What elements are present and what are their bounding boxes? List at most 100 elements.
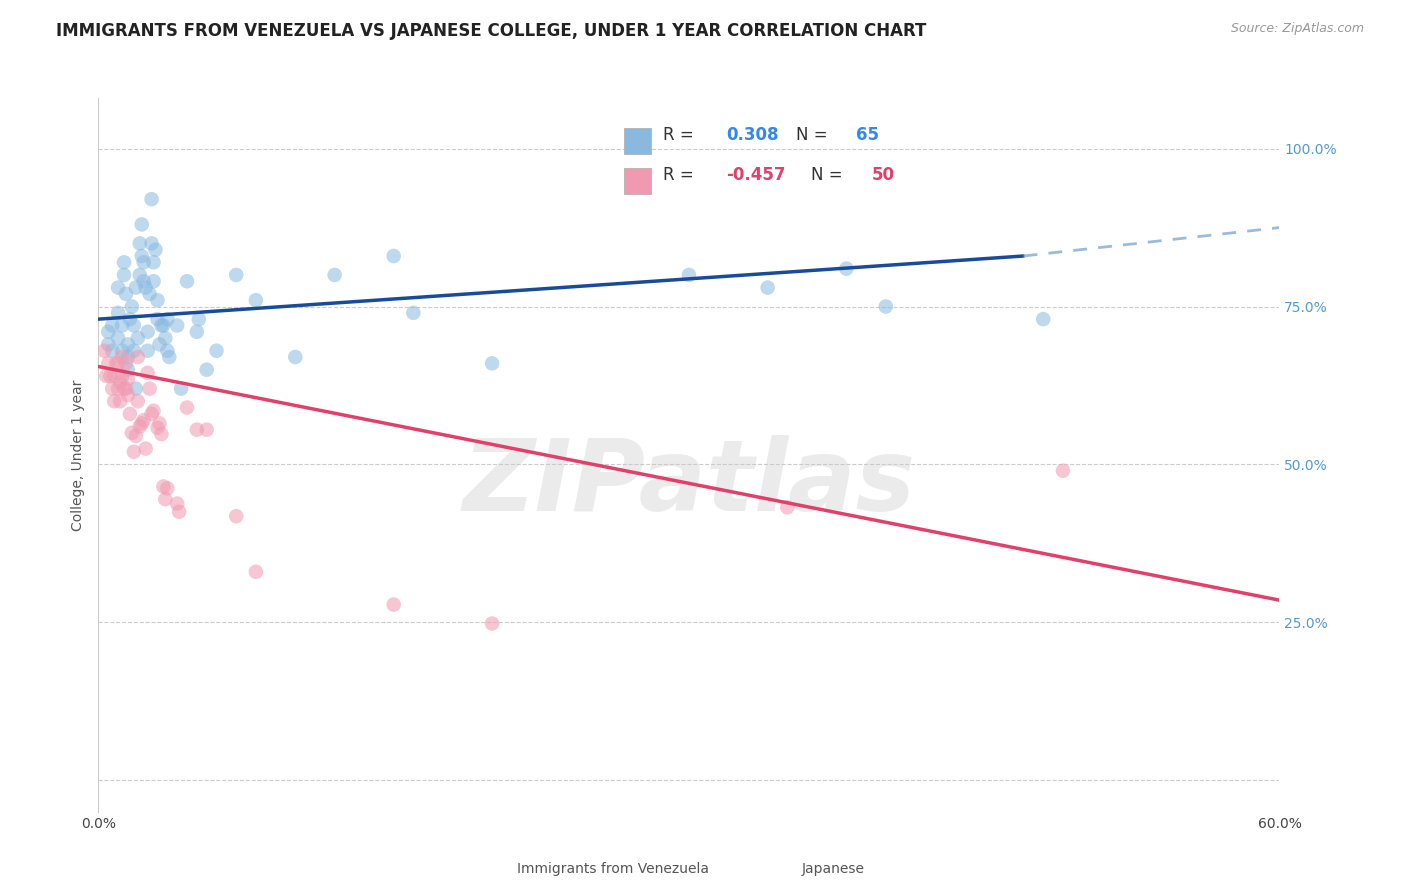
Point [195, 423, 218, 437]
Point [157, 350, 180, 364]
Point [156, 312, 179, 326]
Point [101, 382, 124, 396]
Point [111, 343, 134, 358]
Point [98, 369, 121, 384]
Point [117, 388, 139, 402]
Text: -0.457: -0.457 [727, 166, 786, 184]
Point [141, 192, 163, 206]
Point [115, 382, 138, 396]
Point [118, 407, 141, 421]
Point [122, 444, 145, 458]
Point [128, 268, 150, 282]
Point [103, 369, 125, 384]
Point [118, 312, 141, 326]
Point [205, 343, 228, 358]
Point [132, 274, 155, 288]
Point [97, 337, 120, 351]
Point [776, 500, 799, 515]
Bar [624, 128, 651, 153]
Point [166, 497, 188, 511]
Point [107, 306, 129, 320]
Point [138, 382, 160, 396]
Text: N =: N = [811, 166, 842, 184]
Point [142, 274, 165, 288]
Point [101, 343, 124, 358]
Point [122, 318, 145, 333]
Point [117, 372, 139, 386]
Point [148, 417, 170, 431]
Point [382, 249, 405, 263]
Point [145, 243, 167, 257]
Point [402, 306, 425, 320]
Point [167, 505, 190, 519]
Point [117, 337, 139, 351]
Point [107, 331, 129, 345]
Point [141, 407, 163, 421]
Point [156, 343, 179, 358]
Point [170, 382, 193, 396]
Point [132, 413, 155, 427]
Point [142, 255, 165, 269]
Point [136, 343, 159, 358]
Point [875, 300, 897, 314]
Point [1032, 312, 1054, 326]
Point [131, 249, 153, 263]
Y-axis label: College, Under 1 year: College, Under 1 year [72, 379, 86, 531]
Point [112, 255, 135, 269]
Text: Immigrants from Venezuela: Immigrants from Venezuela [517, 862, 710, 876]
Text: ZIPatlas: ZIPatlas [463, 435, 915, 532]
Point [284, 350, 307, 364]
Point [125, 280, 148, 294]
Point [1052, 464, 1074, 478]
Point [186, 325, 208, 339]
Point [141, 236, 163, 251]
Point [115, 356, 138, 370]
Point [176, 401, 198, 415]
Point [107, 280, 129, 294]
Point [678, 268, 700, 282]
Point [112, 268, 135, 282]
Point [125, 429, 148, 443]
Point [107, 356, 129, 370]
Point [101, 318, 124, 333]
Point [117, 350, 139, 364]
Point [111, 350, 134, 364]
Point [125, 382, 148, 396]
Text: R =: R = [664, 127, 693, 145]
Point [152, 318, 174, 333]
Point [111, 369, 134, 384]
Point [150, 318, 173, 333]
Point [382, 598, 405, 612]
Point [150, 427, 173, 442]
Point [97, 325, 120, 339]
Point [756, 280, 779, 294]
Point [128, 419, 150, 434]
Point [132, 255, 155, 269]
Point [195, 362, 218, 376]
Point [142, 403, 165, 417]
Text: 50: 50 [872, 166, 894, 184]
Point [155, 331, 177, 345]
Point [146, 293, 169, 308]
Point [135, 280, 157, 294]
Point [152, 479, 174, 493]
Point [245, 293, 267, 308]
Point [96, 369, 118, 384]
Point [245, 565, 267, 579]
Text: IMMIGRANTS FROM VENEZUELA VS JAPANESE COLLEGE, UNDER 1 YEAR CORRELATION CHART: IMMIGRANTS FROM VENEZUELA VS JAPANESE CO… [56, 22, 927, 40]
Text: 0.308: 0.308 [727, 127, 779, 145]
Point [108, 376, 131, 390]
Point [135, 442, 157, 456]
Text: R =: R = [664, 166, 693, 184]
Point [146, 312, 169, 326]
Point [128, 236, 150, 251]
Point [146, 421, 169, 435]
Text: N =: N = [796, 127, 828, 145]
Point [121, 425, 143, 440]
Point [97, 356, 120, 370]
Point [121, 300, 143, 314]
Point [127, 394, 149, 409]
Point [156, 482, 179, 496]
Point [225, 268, 247, 282]
Point [103, 394, 125, 409]
